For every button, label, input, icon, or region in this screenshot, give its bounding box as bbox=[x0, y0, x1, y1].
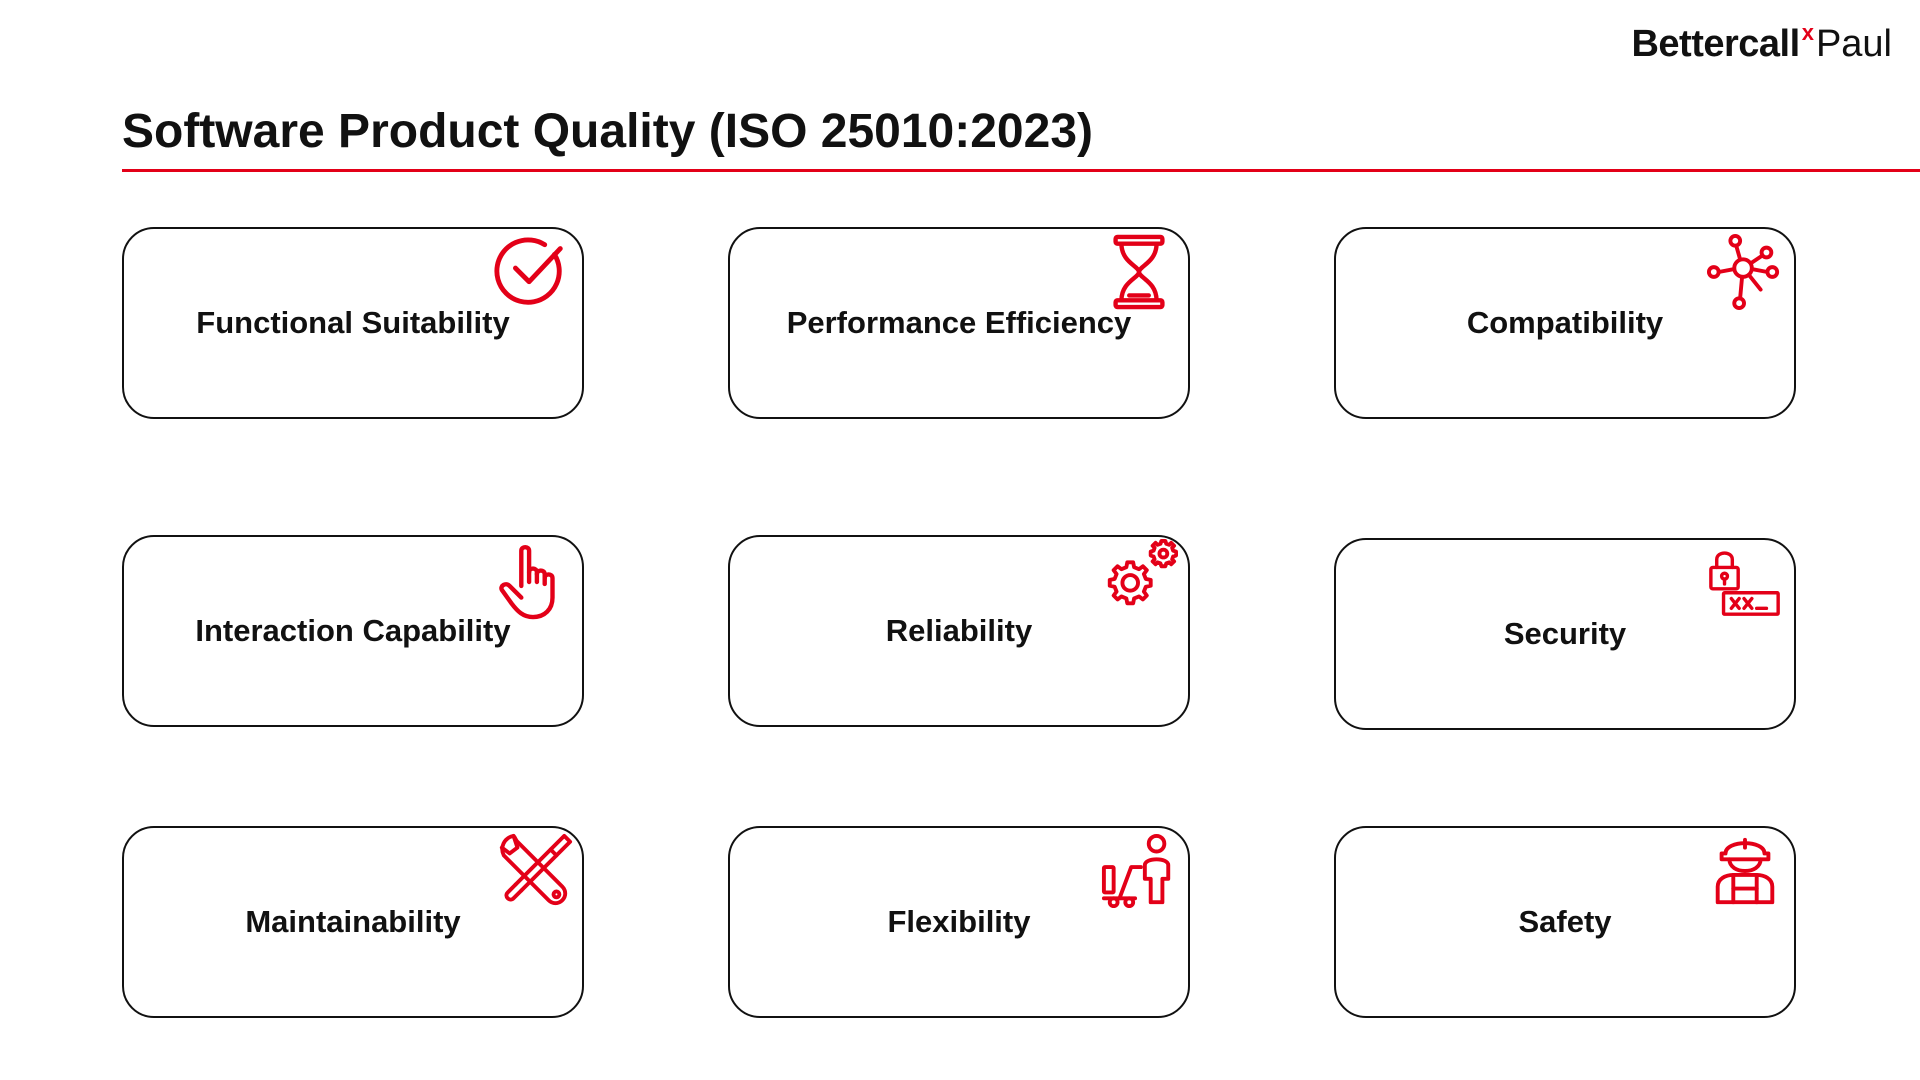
quality-card-safety: Safety bbox=[1334, 826, 1796, 1018]
card-label: Security bbox=[1503, 616, 1627, 651]
title-underline bbox=[122, 169, 1920, 172]
network-nodes-icon bbox=[1706, 233, 1784, 311]
gears-icon bbox=[1100, 537, 1178, 615]
quality-card-maintainability: Maintainability bbox=[122, 826, 584, 1018]
card-label: Compatibility bbox=[1466, 305, 1664, 340]
wrench-screwdriver-icon bbox=[496, 832, 574, 910]
hourglass-icon bbox=[1100, 233, 1178, 311]
card-label: Maintainability bbox=[245, 904, 461, 939]
quality-card-performance-efficiency: Performance Efficiency bbox=[728, 227, 1190, 419]
slide-title: Software Product Quality (ISO 25010:2023… bbox=[122, 105, 1093, 158]
logo-part-light: Paul bbox=[1815, 23, 1892, 65]
company-logo: BettercallxPaul bbox=[1631, 20, 1892, 65]
card-label: Flexibility bbox=[887, 904, 1031, 939]
quality-card-interaction-capability: Interaction Capability bbox=[122, 535, 584, 727]
quality-card-functional-suitability: Functional Suitability bbox=[122, 227, 584, 419]
quality-card-security: Security bbox=[1334, 538, 1796, 730]
quality-card-reliability: Reliability bbox=[728, 535, 1190, 727]
person-trolley-icon bbox=[1100, 832, 1178, 910]
card-label: Functional Suitability bbox=[196, 305, 510, 340]
logo-part-bold: Bettercall bbox=[1631, 23, 1800, 65]
card-label: Reliability bbox=[885, 613, 1033, 648]
quality-card-compatibility: Compatibility bbox=[1334, 227, 1796, 419]
hard-hat-worker-icon bbox=[1706, 832, 1784, 910]
pointing-hand-icon bbox=[494, 543, 572, 621]
checkmark-circle-icon bbox=[494, 233, 572, 311]
card-label: Interaction Capability bbox=[195, 613, 511, 648]
card-label: Performance Efficiency bbox=[786, 305, 1132, 340]
quality-card-flexibility: Flexibility bbox=[728, 826, 1190, 1018]
lock-terminal-icon bbox=[1706, 544, 1784, 622]
logo-mark: x bbox=[1801, 20, 1814, 45]
card-label: Safety bbox=[1518, 904, 1612, 939]
